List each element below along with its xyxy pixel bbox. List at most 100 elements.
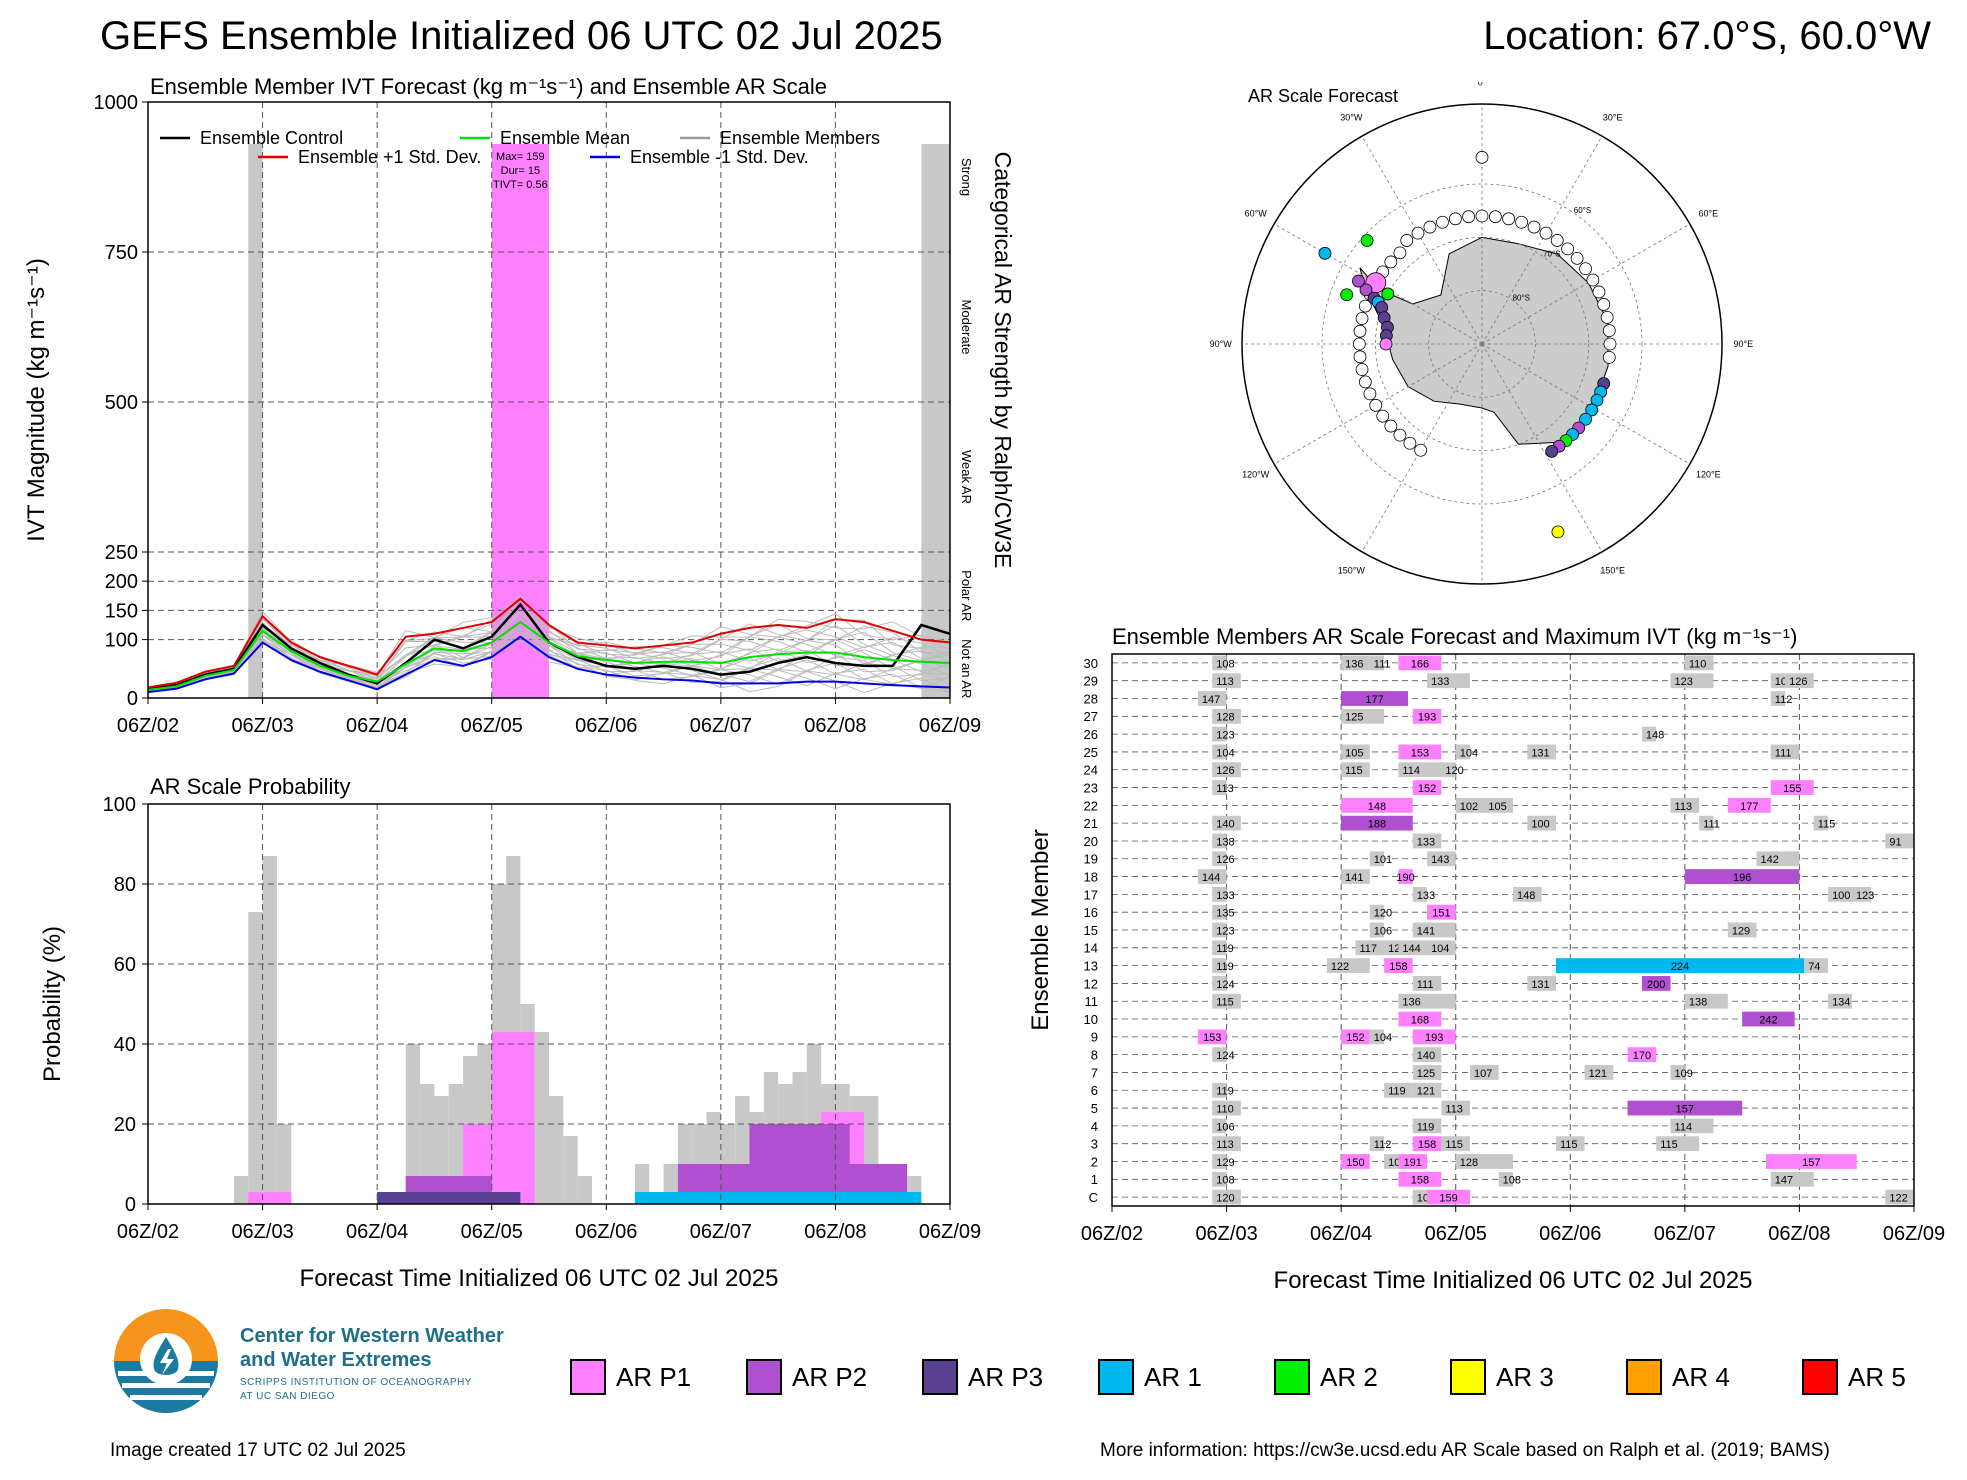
y-tick-label: 100 bbox=[103, 794, 136, 816]
legend-swatch bbox=[1802, 1359, 1838, 1395]
ensemble-member-line bbox=[147, 611, 951, 690]
member-ar-bar bbox=[1384, 958, 1413, 974]
member-ar-bar bbox=[1369, 1029, 1385, 1045]
meridian-line bbox=[1481, 343, 1691, 465]
max-ivt-label: 123 bbox=[1216, 925, 1234, 937]
member-label: 17 bbox=[1084, 887, 1098, 902]
x-tick-label: 06Z/07 bbox=[1654, 1223, 1716, 1245]
member-ar-bar bbox=[1384, 1154, 1399, 1169]
max-ivt-label: 108 bbox=[1216, 1175, 1234, 1187]
member-ar-bar bbox=[1441, 762, 1456, 778]
max-ivt-label: 123 bbox=[1675, 676, 1693, 688]
max-ivt-label: 107 bbox=[1474, 1068, 1492, 1080]
longitude-label: 60°E bbox=[1699, 208, 1719, 218]
latitude-label: 70°S bbox=[1543, 250, 1560, 259]
max-ivt-label: 128 bbox=[1216, 712, 1234, 724]
x-tick-label: 06Z/05 bbox=[461, 1221, 523, 1243]
member-label: 21 bbox=[1084, 816, 1098, 831]
max-ivt-label: 100 bbox=[1531, 819, 1549, 831]
x-tick-label: 06Z/04 bbox=[346, 715, 408, 737]
member-ar-bar bbox=[1341, 762, 1370, 778]
member-ar-bar bbox=[1341, 708, 1385, 724]
member-ar-bar bbox=[1212, 904, 1227, 920]
probability-total-bar bbox=[549, 1096, 564, 1204]
max-ivt-label: 115 bbox=[1818, 819, 1836, 831]
max-ivt-label: 119 bbox=[1216, 1086, 1234, 1098]
legend-item-ar-p2: AR P2 bbox=[746, 1358, 867, 1396]
max-ivt-label: 104 bbox=[1460, 747, 1478, 759]
member-label: 4 bbox=[1091, 1119, 1098, 1134]
legend-item-ar-5: AR 5 bbox=[1802, 1358, 1906, 1396]
max-ivt-label: 112 bbox=[1374, 1139, 1392, 1151]
no-ar-point bbox=[1403, 436, 1417, 450]
longitude-label: 0° bbox=[1478, 82, 1487, 88]
x-tick-label: 06Z/09 bbox=[1883, 1223, 1945, 1245]
member-ar-bar bbox=[1785, 673, 1814, 689]
chart-title: Ensemble Member IVT Forecast (kg m⁻¹s⁻¹)… bbox=[150, 74, 827, 99]
no-ar-point bbox=[1352, 337, 1366, 351]
no-ar-point bbox=[1592, 285, 1606, 299]
max-ivt-label: 119 bbox=[1216, 961, 1234, 973]
max-ivt-label: 126 bbox=[1216, 854, 1234, 866]
member-ar-bar bbox=[1412, 833, 1442, 849]
no-ar-point bbox=[1448, 212, 1462, 226]
legend-label: AR P1 bbox=[616, 1361, 692, 1392]
member-ar-bar bbox=[1770, 673, 1786, 689]
y-axis-label: Probability (%) bbox=[39, 926, 66, 1082]
member-ar-bar bbox=[1341, 869, 1370, 884]
max-ivt-label: 191 bbox=[1404, 1157, 1422, 1169]
member-ar-bar bbox=[1412, 1047, 1442, 1063]
member-label: 13 bbox=[1084, 959, 1098, 974]
member-ar-bar bbox=[1513, 886, 1542, 902]
max-ivt-label: 177 bbox=[1365, 694, 1383, 706]
longitude-label: 150°W bbox=[1338, 565, 1366, 575]
member-ar-bar bbox=[1804, 958, 1829, 974]
plot-frame bbox=[147, 101, 951, 699]
chart-title: AR Scale Probability bbox=[150, 774, 351, 799]
max-ivt-label: 157 bbox=[1802, 1157, 1820, 1169]
legend-label: Ensemble -1 Std. Dev. bbox=[630, 147, 809, 167]
x-tick-label: 06Z/03 bbox=[1195, 1223, 1257, 1245]
max-ivt-label: 120 bbox=[1374, 908, 1392, 920]
category-label: Polar AR bbox=[959, 570, 974, 621]
member-ar-bar bbox=[1756, 851, 1800, 867]
no-ar-point bbox=[1475, 150, 1489, 164]
ar-point bbox=[1360, 234, 1374, 247]
member-ar-bar bbox=[1656, 1136, 1700, 1152]
member-ar-bar bbox=[1398, 993, 1456, 1009]
max-ivt-label: 142 bbox=[1760, 854, 1778, 866]
legend-label: AR 1 bbox=[1144, 1361, 1202, 1392]
no-ar-point bbox=[1436, 215, 1449, 229]
annotation-text: TIVT= 0.56 bbox=[493, 179, 548, 191]
member-ar-bar bbox=[1684, 655, 1714, 671]
max-ivt-label: 193 bbox=[1425, 1032, 1443, 1044]
member-ar-bar bbox=[1584, 1065, 1614, 1080]
member-ar-bar bbox=[1766, 1154, 1857, 1169]
legend-item-ar-2: AR 2 bbox=[1274, 1358, 1378, 1396]
max-ivt-label: 148 bbox=[1646, 730, 1664, 742]
member-ar-bar bbox=[1326, 958, 1370, 974]
ensemble-member-line bbox=[147, 632, 951, 692]
no-ar-point bbox=[1355, 312, 1369, 325]
meridian-line bbox=[1481, 343, 1603, 553]
no-ar-point bbox=[1597, 298, 1611, 311]
member-ar-bar bbox=[1670, 1065, 1685, 1080]
member-ar-bar bbox=[1813, 815, 1829, 831]
latitude-label: 60°S bbox=[1574, 206, 1591, 215]
max-ivt-label: 122 bbox=[1889, 1193, 1907, 1205]
max-ivt-label: 159 bbox=[1439, 1193, 1457, 1205]
max-ivt-label: 119 bbox=[1388, 1086, 1406, 1098]
member-ar-bar bbox=[1398, 1011, 1442, 1027]
x-tick-label: 06Z/08 bbox=[804, 715, 866, 737]
member-label: 12 bbox=[1084, 976, 1098, 991]
member-label: 16 bbox=[1084, 905, 1098, 920]
member-ar-bar bbox=[1398, 744, 1442, 760]
member-ar-bar bbox=[1355, 940, 1385, 956]
x-tick-label: 06Z/04 bbox=[346, 1221, 408, 1243]
member-ar-bar bbox=[1412, 1136, 1442, 1152]
member-ar-bar bbox=[1212, 1082, 1227, 1098]
latitude-circle bbox=[1321, 183, 1643, 505]
member-ar-bar bbox=[1641, 976, 1671, 991]
no-ar-point bbox=[1579, 262, 1592, 276]
member-ar-bar bbox=[1341, 797, 1413, 813]
